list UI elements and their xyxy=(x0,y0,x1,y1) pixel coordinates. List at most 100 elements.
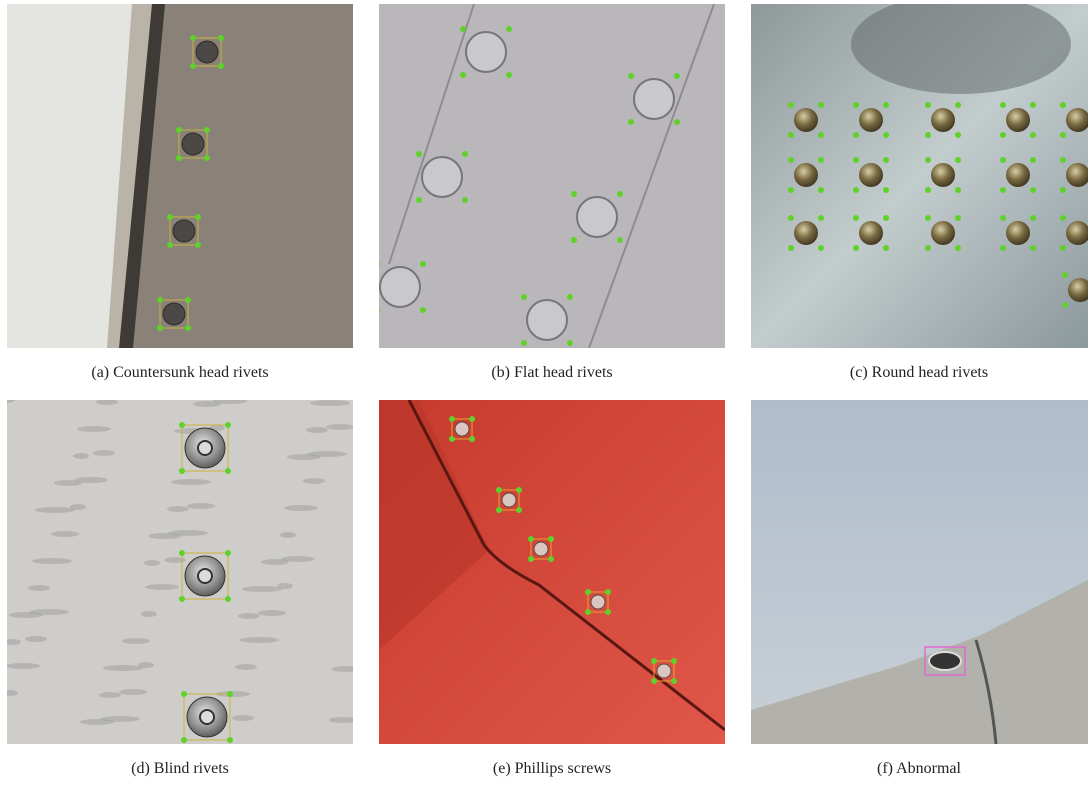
keypoint xyxy=(506,26,512,32)
keypoint xyxy=(218,35,224,41)
photo xyxy=(751,0,1088,348)
speckle xyxy=(28,585,50,591)
speckle xyxy=(326,424,354,430)
keypoint xyxy=(190,35,196,41)
keypoint xyxy=(1030,102,1036,108)
speckle xyxy=(35,507,75,513)
keypoint xyxy=(449,416,455,422)
speckle xyxy=(310,400,350,406)
keypoint xyxy=(1060,132,1066,138)
keypoint xyxy=(628,119,634,125)
keypoint xyxy=(853,132,859,138)
speckle xyxy=(261,559,289,565)
speckle xyxy=(164,557,186,563)
keypoint xyxy=(1030,245,1036,251)
speckle xyxy=(77,426,111,432)
speckle xyxy=(232,715,254,721)
keypoint xyxy=(1000,157,1006,163)
keypoint xyxy=(788,187,794,193)
keypoint xyxy=(671,658,677,664)
keypoint xyxy=(462,197,468,203)
speckle xyxy=(119,689,147,695)
rivet xyxy=(422,157,462,197)
rivet xyxy=(929,652,961,670)
rivet xyxy=(527,300,567,340)
keypoint xyxy=(462,151,468,157)
keypoint xyxy=(955,157,961,163)
speckle xyxy=(32,558,72,564)
figure: (a) Countersunk head rivets (b) Flat hea… xyxy=(0,0,1088,786)
speckle xyxy=(193,401,221,407)
keypoint xyxy=(955,215,961,221)
keypoint xyxy=(617,191,623,197)
keypoint xyxy=(955,132,961,138)
keypoint xyxy=(567,294,573,300)
keypoint xyxy=(227,691,233,697)
keypoint xyxy=(883,215,889,221)
speckle xyxy=(51,531,79,537)
rivet xyxy=(163,303,185,325)
keypoint xyxy=(788,132,794,138)
speckle xyxy=(145,584,179,590)
keypoint xyxy=(853,157,859,163)
speckle xyxy=(258,610,286,616)
keypoint xyxy=(548,556,554,562)
rivet xyxy=(931,221,955,245)
keypoint xyxy=(516,507,522,513)
keypoint xyxy=(416,151,422,157)
speckle xyxy=(332,666,360,672)
keypoint xyxy=(1060,157,1066,163)
photo xyxy=(751,400,1088,744)
keypoint xyxy=(225,422,231,428)
speckle xyxy=(148,533,182,539)
keypoint xyxy=(788,102,794,108)
keypoint xyxy=(925,102,931,108)
speckle xyxy=(6,663,40,669)
rivet xyxy=(859,108,883,132)
keypoint xyxy=(651,678,657,684)
keypoint xyxy=(883,102,889,108)
keypoint xyxy=(925,187,931,193)
keypoint xyxy=(167,214,173,220)
keypoint xyxy=(195,214,201,220)
keypoint xyxy=(853,187,859,193)
photo xyxy=(374,4,725,348)
rivet xyxy=(931,163,955,187)
keypoint xyxy=(185,297,191,303)
keypoint xyxy=(1060,245,1066,251)
keypoint xyxy=(571,191,577,197)
keypoint xyxy=(449,436,455,442)
keypoint xyxy=(181,691,187,697)
screw xyxy=(657,664,671,678)
keypoint xyxy=(1060,102,1066,108)
speckle xyxy=(73,453,89,459)
keypoint xyxy=(955,187,961,193)
speckle xyxy=(25,636,47,642)
rivet xyxy=(1006,221,1030,245)
rivet xyxy=(466,32,506,72)
screw xyxy=(534,542,548,556)
rivet xyxy=(794,221,818,245)
rivet xyxy=(794,108,818,132)
screw xyxy=(455,422,469,436)
speckle xyxy=(235,664,257,670)
rivet xyxy=(634,79,674,119)
keypoint xyxy=(469,436,475,442)
keypoint xyxy=(925,157,931,163)
keypoint xyxy=(1000,102,1006,108)
speckle xyxy=(9,612,43,618)
photo xyxy=(7,4,353,348)
keypoint xyxy=(179,596,185,602)
figure-images xyxy=(0,0,1088,786)
keypoint xyxy=(1000,245,1006,251)
photo xyxy=(379,400,725,744)
keypoint xyxy=(883,132,889,138)
speckle xyxy=(242,586,282,592)
speckle xyxy=(303,478,325,484)
rivet xyxy=(794,163,818,187)
keypoint xyxy=(788,157,794,163)
keypoint xyxy=(195,242,201,248)
keypoint xyxy=(185,325,191,331)
keypoint xyxy=(788,245,794,251)
keypoint xyxy=(883,187,889,193)
